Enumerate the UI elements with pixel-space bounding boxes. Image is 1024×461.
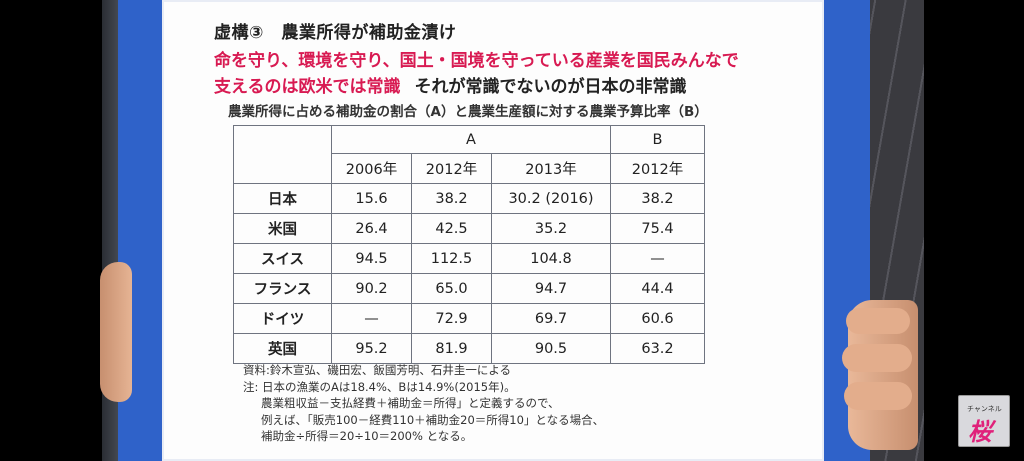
table-row: フランス 90.2 65.0 94.7 44.4 bbox=[233, 273, 705, 304]
letterbox-right bbox=[924, 0, 1024, 461]
source-note: 資料:鈴木宣弘、磯田宏、飯國芳明、石井圭一による bbox=[243, 363, 512, 377]
country-label: 米国 bbox=[233, 213, 332, 244]
table-cell: 44.4 bbox=[610, 273, 705, 304]
table-cell: 65.0 bbox=[411, 273, 492, 304]
table-cell: 30.2 (2016) bbox=[491, 183, 611, 214]
table-cell: 38.2 bbox=[411, 183, 492, 214]
finger bbox=[846, 308, 910, 334]
table-cell: 94.5 bbox=[331, 243, 412, 274]
group-a-header: A bbox=[331, 125, 611, 154]
table-header-group-row: A B bbox=[233, 125, 705, 184]
year-header: 2012年 bbox=[610, 153, 705, 184]
country-label: ドイツ bbox=[233, 303, 332, 334]
finger bbox=[842, 344, 912, 372]
highlight-line-2-red: 支えるのは欧米では常識 bbox=[214, 77, 401, 97]
table-cell: 94.7 bbox=[491, 273, 611, 304]
country-label: スイス bbox=[233, 243, 332, 274]
left-hand bbox=[100, 262, 132, 402]
table-cell: 35.2 bbox=[491, 213, 611, 244]
table-cell: 63.2 bbox=[610, 333, 705, 364]
country-label: フランス bbox=[233, 273, 332, 304]
subsidy-table: A B 2006年 2012年 2013年 2012年 日本 15.6 38.2… bbox=[233, 125, 705, 364]
table-row: 日本 15.6 38.2 30.2 (2016) 38.2 bbox=[233, 183, 705, 214]
highlight-line-2: 支えるのは欧米では常識 それが常識でないのが日本の非常識 bbox=[214, 72, 687, 97]
footnote: 例えば、「販売100－経費110＋補助金20＝所得10」となる場合、 bbox=[261, 412, 605, 427]
year-header: 2012年 bbox=[411, 153, 492, 184]
table-cell: 104.8 bbox=[491, 243, 611, 274]
table-cell: 26.4 bbox=[331, 213, 412, 244]
logo-small-text: チャンネル bbox=[967, 405, 1002, 413]
board-title: 虚構③ 農業所得が補助金漬け bbox=[214, 23, 457, 43]
table-row: ドイツ — 72.9 69.7 60.6 bbox=[233, 303, 705, 334]
year-header: 2013年 bbox=[491, 153, 611, 184]
table-cell: 112.5 bbox=[411, 243, 492, 274]
channel-sakura-logo: チャンネル 桜 bbox=[958, 395, 1010, 447]
table-cell: 95.2 bbox=[331, 333, 412, 364]
table-cell: — bbox=[331, 303, 412, 334]
table-year-row: 2006年 2012年 2013年 2012年 bbox=[234, 153, 705, 184]
table-title: 農業所得に占める補助金の割合（A）と農業生産額に対する農業予算比率（B） bbox=[228, 104, 708, 120]
table-row: 英国 95.2 81.9 90.5 63.2 bbox=[233, 333, 705, 364]
highlight-line-2-black: それが常識でないのが日本の非常識 bbox=[414, 77, 687, 97]
letterbox-left bbox=[0, 0, 102, 461]
table-cell: 75.4 bbox=[610, 213, 705, 244]
highlight-line-1: 命を守り、環境を守り、国土・国境を守っている産業を国民みんなで bbox=[214, 51, 739, 71]
year-header: 2006年 bbox=[331, 153, 412, 184]
right-hand bbox=[842, 300, 918, 450]
table-cell: 69.7 bbox=[491, 303, 611, 334]
finger bbox=[844, 382, 912, 410]
footnote: 補助金÷所得＝20÷10＝200% となる。 bbox=[261, 429, 473, 443]
table-cell: 72.9 bbox=[411, 303, 492, 334]
table-cell: 60.6 bbox=[610, 303, 705, 334]
table-cell: 90.5 bbox=[491, 333, 611, 364]
table-cell: 15.6 bbox=[331, 183, 412, 214]
table-cell: 90.2 bbox=[331, 273, 412, 304]
table-notes: 資料:鈴木宣弘、磯田宏、飯國芳明、石井圭一による 注: 日本の漁業のAは18.4… bbox=[243, 362, 604, 445]
table-cell: 42.5 bbox=[411, 213, 492, 244]
table-cell: 81.9 bbox=[411, 333, 492, 364]
footnote: 注: 日本の漁業のAは18.4%、Bは14.9%(2015年)。 bbox=[243, 379, 516, 394]
table-corner-cell bbox=[233, 125, 332, 184]
group-b-header: B bbox=[610, 125, 705, 154]
footnote: 農業粗収益－支払経費＋補助金＝所得」と定義するので、 bbox=[261, 396, 560, 410]
table-cell: 38.2 bbox=[610, 183, 705, 214]
table-row: 米国 26.4 42.5 35.2 75.4 bbox=[233, 213, 705, 244]
table-row: スイス 94.5 112.5 104.8 — bbox=[233, 243, 705, 274]
table-cell: — bbox=[610, 243, 705, 274]
country-label: 日本 bbox=[233, 183, 332, 214]
country-label: 英国 bbox=[233, 333, 332, 364]
logo-big-text: 桜 bbox=[968, 418, 992, 446]
